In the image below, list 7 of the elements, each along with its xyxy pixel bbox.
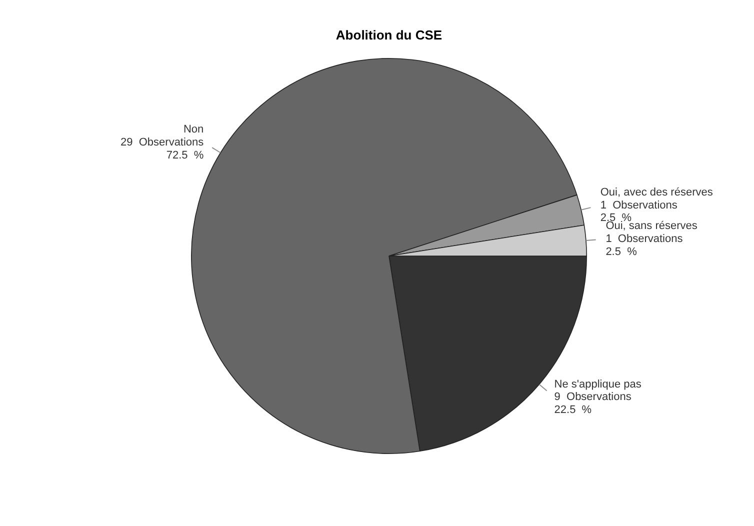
slice-label: Oui, avec des réserves [600,186,714,198]
chart-title: Abolition du CSE [336,28,442,43]
data-label: 29 Observations 72.5 % [120,136,204,162]
data-label: 9 Observations 22.5 % [554,391,632,416]
slice-label: Non [183,124,204,136]
slice-label: Ne s'applique pas [554,378,642,390]
data-label: 1 Observations 2.5 % [606,232,684,258]
